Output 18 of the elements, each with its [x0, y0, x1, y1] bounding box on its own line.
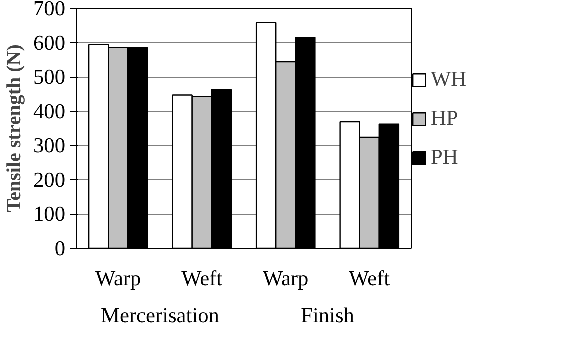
text: Finish	[301, 304, 355, 328]
x-tick-label: Weft	[349, 266, 390, 290]
x-tick-label: Warp	[263, 266, 309, 290]
text: Mercerisation	[101, 304, 220, 328]
x-tick-label: Weft	[182, 266, 223, 290]
legend-label: PH	[431, 145, 458, 170]
y-tick-label: 100	[34, 202, 66, 226]
y-tick-label: 200	[34, 168, 66, 192]
legend-label: HP	[431, 106, 458, 131]
y-tick-label: 700	[34, 0, 66, 20]
legend-label: WH	[431, 67, 467, 92]
y-tick-label: 300	[34, 134, 66, 158]
y-tick-label: 0	[54, 236, 66, 260]
y-tick-label: 400	[34, 99, 66, 124]
y-tick-label: 500	[34, 65, 66, 90]
x-tick-label: Warp	[96, 266, 142, 290]
y-tick-label: 600	[34, 30, 66, 55]
y-axis-title: Tensile strength (N)	[4, 44, 26, 212]
